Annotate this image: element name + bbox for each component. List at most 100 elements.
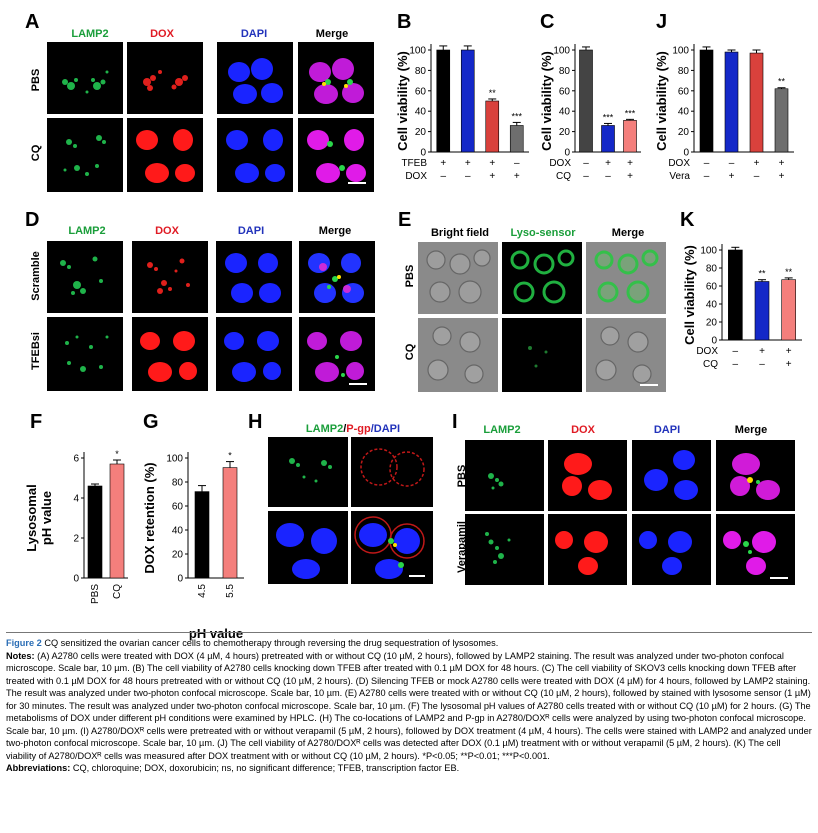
condition-sign: – <box>514 158 520 169</box>
x-tick-label: 4.5 <box>197 584 208 598</box>
y-tick-label: 0 <box>711 336 717 347</box>
condition-sign: – <box>733 359 739 370</box>
micrograph <box>217 118 293 192</box>
bar <box>579 49 593 153</box>
condition-sign: + <box>605 158 611 169</box>
y-tick-label: 100 <box>672 46 689 57</box>
a-channel-dox: DOX <box>150 28 174 40</box>
y-tick-label: 100 <box>166 454 183 465</box>
significance-label: *** <box>511 111 522 121</box>
condition-label: CQ <box>703 359 718 370</box>
y-tick-label: 40 <box>706 300 718 311</box>
e-channel-brightfield: Bright field <box>430 227 490 239</box>
y-tick-label: 60 <box>559 86 571 97</box>
bar <box>509 125 524 153</box>
condition-sign: + <box>489 158 495 169</box>
panel-label-j: J <box>656 11 668 33</box>
y-tick-label: 40 <box>415 107 427 118</box>
abbrev-text: CQ, chloroquine; DOX, doxorubicin; ns, n… <box>72 763 460 773</box>
condition-sign: – <box>583 171 589 182</box>
condition-sign: + <box>759 346 765 357</box>
y-axis-label: Cell viability (%) <box>539 51 554 151</box>
caption-notes: Notes: (A) A2780 cells were treated with… <box>6 650 812 763</box>
micrograph <box>351 511 433 584</box>
y-tick-label: 20 <box>706 318 718 329</box>
micrograph <box>502 242 582 314</box>
condition-sign: – <box>729 158 735 169</box>
y-axis-label: LysosomalpH value <box>24 484 54 551</box>
condition-label: DOX <box>696 346 718 357</box>
y-tick-label: 80 <box>415 66 427 77</box>
panel-label-i: I <box>452 411 458 433</box>
caption-abbreviations: Abbreviations: CQ, chloroquine; DOX, dox… <box>6 762 812 775</box>
d-row-scramble: Scramble <box>30 251 42 301</box>
caption-divider <box>6 632 812 633</box>
caption-title-text: CQ sensitized the ovarian cancer cells t… <box>44 638 499 648</box>
condition-label: TFEB <box>401 158 427 169</box>
y-axis-label-line: Lysosomal <box>24 484 39 551</box>
y-tick-label: 20 <box>559 127 571 138</box>
condition-sign: – <box>759 359 765 370</box>
i-channel-merge: Merge <box>734 424 768 436</box>
d-channel-dox: DOX <box>155 225 179 237</box>
condition-sign: – <box>704 158 710 169</box>
micrograph <box>548 440 627 511</box>
bar <box>781 279 796 341</box>
micrograph <box>298 118 374 192</box>
significance-label: * <box>115 449 119 459</box>
micrograph <box>548 514 627 585</box>
condition-label: DOX <box>668 158 690 169</box>
micrograph <box>217 42 293 114</box>
micrograph <box>465 514 544 585</box>
condition-sign: – <box>605 171 611 182</box>
y-axis-label-line: pH value <box>39 491 54 545</box>
condition-sign: + <box>786 359 792 370</box>
a-row-cq: CQ <box>30 144 42 162</box>
micrograph <box>47 118 123 192</box>
condition-sign: – <box>440 171 446 182</box>
bar <box>485 100 500 153</box>
scale-bar <box>770 577 788 579</box>
i-channel-dox: DOX <box>571 424 595 436</box>
y-tick-label: 0 <box>177 574 183 585</box>
significance-label: ** <box>758 269 766 279</box>
micrograph <box>268 511 348 584</box>
micrograph <box>216 241 292 313</box>
micrograph <box>132 241 208 313</box>
panel-label-h: H <box>248 411 263 433</box>
y-axis-label: DOX retention (%) <box>142 462 157 573</box>
significance-label: *** <box>625 108 636 118</box>
chart-g: 0 20 40 60 80 100 DOX retention (%) 4.5 * 5.5 pH v… <box>142 451 244 641</box>
micrograph <box>418 242 498 314</box>
chart-f: 0 2 4 6 LysosomalpH value PBS * CQ <box>24 449 128 604</box>
significance-label: *** <box>603 112 614 122</box>
h-title: LAMP2/P-gp/DAPI <box>305 423 401 435</box>
y-tick-label: 60 <box>172 502 184 513</box>
notes-text: (A) A2780 cells were treated with DOX (4… <box>6 650 812 761</box>
micrograph <box>299 317 375 391</box>
x-axis-label: pH value <box>189 626 243 641</box>
bar <box>194 491 210 579</box>
d-channel-dapi: DAPI <box>237 225 265 237</box>
figure-label: Figure 2 <box>6 638 42 648</box>
bar <box>699 49 714 153</box>
significance-label: * <box>228 451 232 461</box>
i-channel-dapi: DAPI <box>653 424 681 436</box>
y-axis-label: Cell viability (%) <box>682 245 697 345</box>
y-tick-label: 20 <box>678 127 690 138</box>
condition-label: DOX <box>549 158 571 169</box>
micrograph <box>632 440 711 511</box>
condition-sign: – <box>583 158 589 169</box>
y-tick-label: 80 <box>678 66 690 77</box>
e-row-cq: CQ <box>404 343 416 361</box>
y-tick-label: 80 <box>559 66 571 77</box>
e-row-pbs: PBS <box>404 264 416 288</box>
panel-label-a: A <box>25 11 40 33</box>
y-tick-label: 0 <box>683 148 689 159</box>
y-tick-label: 80 <box>172 478 184 489</box>
condition-sign: + <box>627 171 633 182</box>
y-tick-label: 6 <box>73 454 79 465</box>
bar <box>436 49 451 153</box>
